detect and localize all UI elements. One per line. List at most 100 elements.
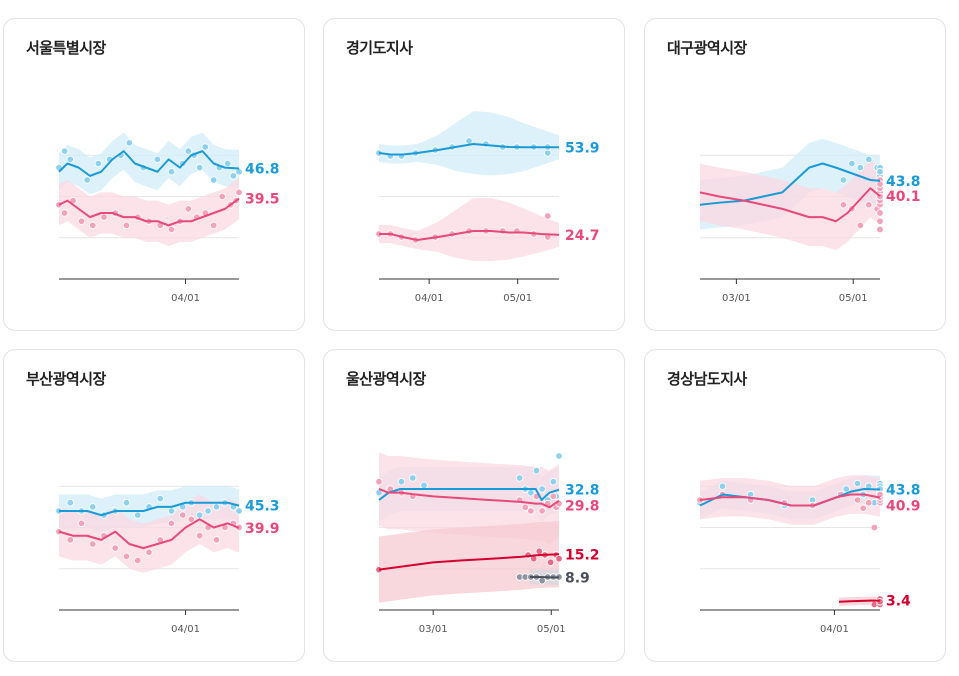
poll-point-pink bbox=[134, 556, 142, 565]
poll-point-pink bbox=[187, 515, 195, 523]
poll-point-blue bbox=[167, 168, 176, 176]
poll-point-red bbox=[555, 554, 563, 563]
poll-point-blue bbox=[235, 168, 243, 176]
trend-line-pink bbox=[699, 493, 881, 507]
poll-point-blue bbox=[212, 503, 221, 511]
end-value-label: 43.8 bbox=[886, 483, 921, 499]
poll-point-blue bbox=[853, 479, 862, 488]
chart-title: 서울특별시장 bbox=[26, 39, 106, 57]
poll-point-blue bbox=[876, 168, 884, 176]
poll-point-pink bbox=[77, 519, 86, 528]
end-value-label: 53.9 bbox=[565, 140, 600, 156]
poll-point-pink bbox=[122, 221, 131, 230]
poll-point-blue bbox=[83, 176, 91, 184]
x-tick-label: 05/01 bbox=[537, 624, 566, 635]
poll-point-blue bbox=[195, 163, 204, 172]
poll-point-red bbox=[546, 558, 555, 567]
confidence-band-pink bbox=[59, 177, 239, 246]
poll-point-pink bbox=[375, 477, 383, 486]
poll-point-blue bbox=[538, 485, 546, 493]
trend-line-red bbox=[838, 599, 880, 603]
end-value-label: 8.9 bbox=[565, 570, 590, 586]
chart-card-ulsan: 울산광역시장 03/01 05/01 32.8 29.8 15.2 8.9 bbox=[323, 349, 625, 662]
poll-point-pink bbox=[865, 499, 873, 507]
trend-line-pink bbox=[58, 197, 240, 227]
poll-point-pink bbox=[865, 201, 873, 209]
poll-point-blue bbox=[842, 485, 850, 493]
poll-point-pink bbox=[876, 209, 884, 217]
trend-line-blue bbox=[378, 143, 559, 156]
poll-point-pink bbox=[195, 532, 204, 540]
poll-point-blue bbox=[839, 176, 848, 184]
poll-point-blue bbox=[60, 147, 69, 155]
chart-svg: 03/01 05/01 32.829.8 15.2 8.9 bbox=[375, 452, 600, 635]
poll-point-pink bbox=[876, 180, 884, 188]
poll-point-blue bbox=[555, 452, 563, 460]
poll-point-pink bbox=[218, 192, 226, 201]
end-value-label: 45.3 bbox=[245, 499, 280, 515]
chart-title: 울산광역시장 bbox=[346, 370, 426, 388]
poll-point-blue bbox=[122, 499, 131, 507]
x-tick-label: 04/01 bbox=[415, 293, 444, 304]
end-value-label: 32.8 bbox=[565, 483, 600, 499]
end-value-label: 46.8 bbox=[245, 161, 280, 177]
poll-point-pink bbox=[77, 217, 86, 225]
poll-point-blue bbox=[167, 507, 176, 515]
x-tick-label: 04/01 bbox=[171, 624, 200, 635]
poll-point-pink bbox=[111, 544, 119, 552]
end-value-label: 39.9 bbox=[245, 521, 280, 537]
chart-title: 부산광역시장 bbox=[26, 370, 106, 388]
chart-card-daegu: 대구광역시장 03/01 05/01 43.8 40.1 bbox=[644, 18, 946, 331]
poll-point-blue bbox=[224, 159, 232, 168]
poll-point-blue bbox=[465, 137, 473, 145]
chart-title: 경기도지사 bbox=[346, 39, 413, 57]
poll-point-pink bbox=[60, 209, 69, 217]
end-value-label: 43.8 bbox=[886, 174, 921, 190]
x-tick-label: 04/01 bbox=[171, 293, 200, 304]
poll-point-pink bbox=[859, 504, 867, 512]
poll-point-blue bbox=[409, 474, 417, 482]
poll-point-pink bbox=[89, 540, 97, 548]
poll-point-blue bbox=[153, 155, 162, 164]
poll-point-pink bbox=[856, 221, 865, 230]
chart-svg: 04/01 45.3 39.9 bbox=[55, 485, 280, 635]
poll-point-blue bbox=[156, 494, 164, 503]
chart-card-seoul: 서울특별시장 04/01 46.8 39.5 bbox=[3, 18, 305, 331]
poll-point-pink bbox=[549, 492, 558, 501]
trend-line-pink bbox=[699, 187, 881, 223]
confidence-band-red bbox=[379, 521, 559, 603]
chart-title: 대구광역시장 bbox=[667, 39, 747, 57]
end-value-label: 29.8 bbox=[565, 499, 600, 515]
poll-point-pink bbox=[100, 213, 108, 221]
confidence-band-pink bbox=[700, 475, 880, 525]
poll-point-blue bbox=[397, 477, 406, 486]
x-tick-label: 04/01 bbox=[820, 624, 849, 635]
end-value-label: 3.4 bbox=[886, 594, 911, 610]
end-value-label: 15.2 bbox=[565, 547, 600, 563]
poll-point-pink bbox=[876, 225, 884, 234]
poll-point-pink bbox=[145, 548, 153, 556]
poll-point-blue bbox=[204, 507, 212, 515]
end-value-label: 40.1 bbox=[886, 189, 921, 205]
poll-point-blue bbox=[718, 482, 727, 490]
x-tick-label: 03/01 bbox=[722, 293, 751, 304]
poll-point-pink bbox=[876, 490, 884, 499]
end-value-label: 39.5 bbox=[245, 192, 280, 208]
poll-point-blue bbox=[229, 172, 238, 180]
x-tick-label: 05/01 bbox=[503, 293, 532, 304]
poll-point-red bbox=[876, 598, 884, 606]
poll-point-blue bbox=[865, 155, 873, 164]
poll-point-blue bbox=[89, 503, 97, 511]
chart-card-gyeongnam: 경상남도지사 04/01 43.8 40.9 3.4 bbox=[644, 349, 946, 662]
poll-point-blue bbox=[125, 139, 134, 147]
chart-title: 경상남도지사 bbox=[667, 370, 747, 388]
trend-line-pink bbox=[379, 230, 560, 241]
poll-point-blue bbox=[201, 143, 209, 151]
trend-line-blue bbox=[378, 488, 560, 501]
chart-svg: 04/01 46.8 39.5 bbox=[55, 132, 280, 304]
confidence-band-pink bbox=[700, 159, 880, 251]
poll-point-pink bbox=[184, 205, 193, 213]
poll-point-blue bbox=[848, 159, 856, 168]
poll-point-pink bbox=[89, 221, 97, 230]
poll-point-blue bbox=[515, 474, 524, 482]
